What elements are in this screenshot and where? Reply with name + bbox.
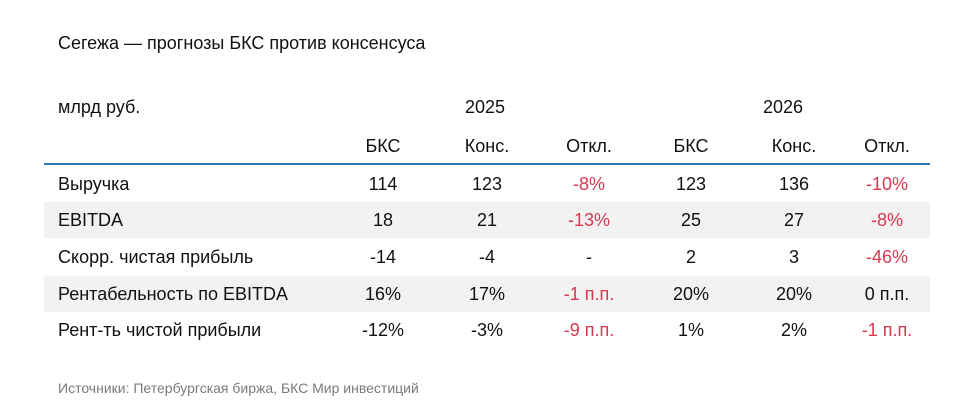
table-row: Скорр. чистая прибыль -14 -4 - 2 3 -46% xyxy=(44,239,930,275)
value-cell: 21 xyxy=(476,210,498,230)
subheader-deviation-2025: Откл. xyxy=(566,136,612,156)
deviation-cell: -1 п.п. xyxy=(861,320,913,340)
value-cell: 20% xyxy=(775,284,813,304)
value-cell: 136 xyxy=(778,174,810,194)
value-cell: -14 xyxy=(369,247,396,267)
row-label: Рентабельность по EBITDA xyxy=(58,284,288,304)
deviation-cell: -8% xyxy=(572,174,605,194)
deviation-cell: -13% xyxy=(567,210,611,230)
deviation-cell: -9 п.п. xyxy=(563,320,615,340)
value-cell: -4 xyxy=(478,247,495,267)
header-rule xyxy=(44,163,930,165)
year-header-2025: 2025 xyxy=(464,97,506,117)
row-label: Выручка xyxy=(58,174,130,194)
deviation-cell: - xyxy=(586,247,592,267)
value-cell: 17% xyxy=(468,284,506,304)
value-cell: 2% xyxy=(780,320,807,340)
subheader-deviation-2026: Откл. xyxy=(864,136,910,156)
value-cell: -3% xyxy=(470,320,503,340)
table-title: Сегежа — прогнозы БКС против консенсуса xyxy=(58,33,426,53)
subheader-consensus-2026: Конс. xyxy=(771,136,817,156)
value-cell: 2 xyxy=(685,247,696,267)
row-label: Рент-ть чистой прибыли xyxy=(58,320,262,340)
deviation-cell: 0 п.п. xyxy=(864,284,910,304)
deviation-cell: -8% xyxy=(870,210,903,230)
value-cell: 16% xyxy=(364,284,402,304)
subheader-bks-2025: БКС xyxy=(365,136,401,156)
deviation-cell: -1 п.п. xyxy=(563,284,615,304)
row-label: EBITDA xyxy=(58,210,124,230)
table-row: Рентабельность по EBITDA 16% 17% -1 п.п. 20%… xyxy=(44,276,930,312)
table-row: EBITDA 18 21 -13% 25 27 -8% xyxy=(44,202,930,238)
value-cell: 1% xyxy=(677,320,704,340)
value-cell: 3 xyxy=(788,247,799,267)
unit-label: млрд руб. xyxy=(58,97,141,117)
row-label: Скорр. чистая прибыль xyxy=(58,247,254,267)
value-cell: 25 xyxy=(680,210,702,230)
source-note: Источники: Петербургская биржа, БКС Мир … xyxy=(58,380,419,396)
value-cell: 18 xyxy=(372,210,394,230)
table-row: Рент-ть чистой прибыли -12% -3% -9 п.п. 1% 2%… xyxy=(44,312,930,348)
value-cell: 123 xyxy=(675,174,707,194)
year-header-2026: 2026 xyxy=(762,97,804,117)
deviation-cell: -10% xyxy=(865,174,909,194)
value-cell: 27 xyxy=(783,210,805,230)
deviation-cell: -46% xyxy=(865,247,909,267)
value-cell: 20% xyxy=(672,284,710,304)
value-cell: 123 xyxy=(471,174,503,194)
subheader-consensus-2025: Конс. xyxy=(464,136,510,156)
value-cell: -12% xyxy=(361,320,405,340)
value-cell: 114 xyxy=(368,174,398,194)
subheader-bks-2026: БКС xyxy=(673,136,709,156)
table-row: Выручка 114 123 -8% 123 136 -10% xyxy=(44,166,930,202)
